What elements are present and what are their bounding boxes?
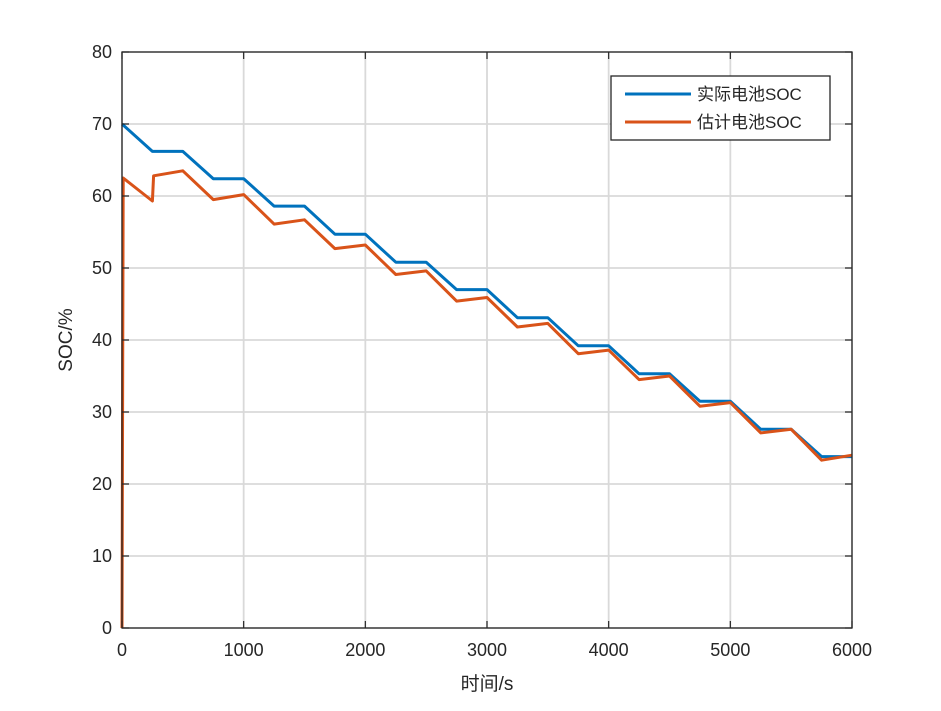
x-tick-label: 6000 — [832, 640, 872, 660]
x-tick-label: 0 — [117, 640, 127, 660]
y-axis-label: SOC/% — [56, 308, 77, 371]
legend: 实际电池SOC 估计电池SOC — [610, 75, 831, 141]
y-tick-label: 70 — [92, 114, 112, 134]
y-tick-label: 20 — [92, 474, 112, 494]
x-tick-label: 2000 — [345, 640, 385, 660]
y-tick-label: 50 — [92, 258, 112, 278]
series-layer — [120, 122, 853, 629]
series-line-1 — [120, 169, 853, 629]
x-tick-label: 4000 — [589, 640, 629, 660]
y-tick-label: 0 — [102, 618, 112, 638]
legend-label-1: 估计电池SOC — [697, 113, 802, 132]
ticks-layer: 0 1000 2000 3000 4000 5000 6000 0 10 20 30 40 50 60 70… — [92, 42, 872, 660]
y-tick-label: 80 — [92, 42, 112, 62]
x-axis-label: 时间/s — [461, 673, 514, 695]
y-tick-label: 30 — [92, 402, 112, 422]
legend-box — [610, 75, 831, 141]
y-tick-label: 10 — [92, 546, 112, 566]
y-tick-label: 40 — [92, 330, 112, 350]
legend-label-0: 实际电池SOC — [697, 85, 802, 104]
x-tick-label: 1000 — [224, 640, 264, 660]
x-tick-label: 5000 — [710, 640, 750, 660]
y-tick-label: 60 — [92, 186, 112, 206]
x-tick-label: 3000 — [467, 640, 507, 660]
